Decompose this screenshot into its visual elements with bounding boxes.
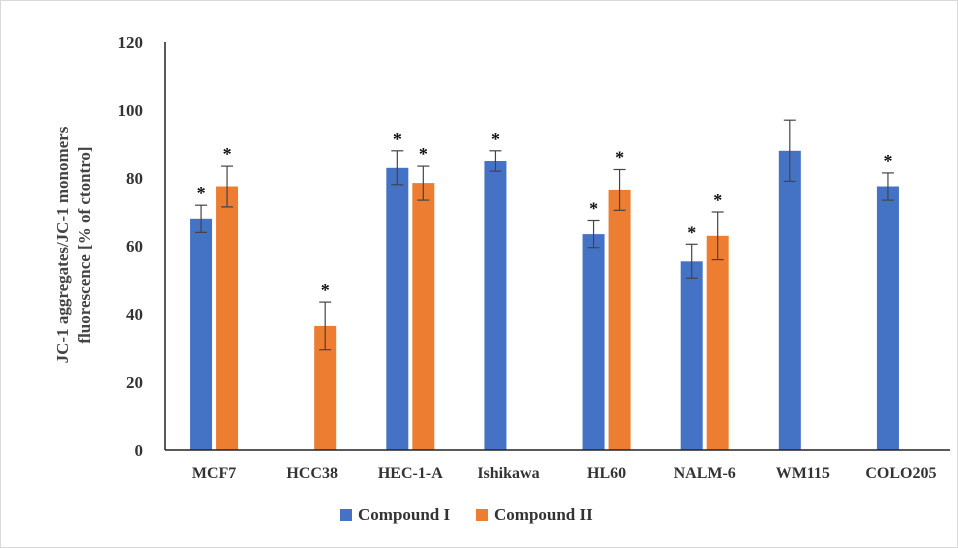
error-bar-compound-i-nalm-6	[685, 243, 698, 279]
bar-compound-i-mcf7	[190, 218, 213, 450]
bar-compound-i-hl60	[582, 234, 605, 450]
error-bar-compound-i-ishikawa	[489, 150, 502, 172]
error-bar-compound-ii-nalm-6	[711, 211, 724, 261]
y-tick-label-20: 20	[126, 373, 143, 392]
bar-compound-i-ishikawa	[484, 161, 507, 450]
bar-compound-i-wm115	[778, 150, 801, 451]
y-tick-label-60: 60	[126, 237, 143, 256]
significance-marker-compound-i-mcf7: *	[197, 183, 206, 203]
x-category-label-hl60: HL60	[587, 465, 626, 482]
y-axis-label: JC-1 aggregates/JC-1 monomers fluorescen…	[53, 126, 94, 363]
bar-compound-i-nalm-6	[680, 261, 703, 450]
y-axis-label-line-2: fluorescence [% of ctontro]	[75, 146, 94, 343]
y-axis-ticks: 0 20 40 60 80 100 120	[118, 33, 144, 460]
error-bar-compound-i-hl60	[587, 219, 600, 249]
bar-compound-ii-hl60	[608, 189, 631, 450]
significance-markers: * * * * * * * * * * *	[197, 129, 893, 300]
x-category-label-hec-1-a: HEC-1-A	[378, 465, 443, 482]
error-bar-compound-i-mcf7	[195, 204, 208, 233]
error-bar-compound-ii-hcc38	[319, 301, 332, 351]
y-tick-label-0: 0	[135, 441, 144, 460]
bar-compound-ii-hec-1-a	[412, 183, 435, 450]
significance-marker-compound-i-ishikawa: *	[491, 129, 500, 149]
y-axis-label-line-1: JC-1 aggregates/JC-1 monomers	[53, 126, 72, 363]
bar-compound-i-colo205	[876, 186, 899, 450]
x-category-label-mcf7: MCF7	[192, 465, 236, 482]
bar-compound-ii-mcf7	[216, 186, 239, 450]
x-category-label-colo205: COLO205	[865, 465, 936, 482]
y-tick-label-40: 40	[126, 305, 143, 324]
x-axis-category-labels: MCF7 HCC38 HEC-1-A Ishikawa HL60 NALM-6 WM115 C…	[192, 465, 937, 482]
significance-marker-compound-ii-nalm-6: *	[713, 190, 722, 210]
legend-label-compound-i: Compound I	[358, 505, 451, 524]
significance-marker-compound-i-nalm-6: *	[687, 222, 696, 242]
bar-compound-ii-nalm-6	[706, 235, 729, 450]
y-tick-label-120: 120	[118, 33, 144, 52]
significance-marker-compound-ii-hcc38: *	[321, 280, 330, 300]
legend-label-compound-ii: Compound II	[494, 505, 593, 524]
significance-marker-compound-i-hec-1-a: *	[393, 129, 402, 149]
significance-marker-compound-ii-hec-1-a: *	[419, 144, 428, 164]
error-bar-compound-ii-hl60	[613, 168, 626, 211]
significance-marker-compound-ii-mcf7: *	[223, 144, 232, 164]
legend-swatch-compound-ii	[476, 509, 488, 521]
error-bar-compound-i-hec-1-a	[391, 150, 404, 186]
x-category-label-wm115: WM115	[776, 465, 830, 482]
significance-marker-compound-i-hl60: *	[589, 199, 598, 219]
y-tick-label-100: 100	[118, 101, 144, 120]
significance-marker-compound-ii-hl60: *	[615, 148, 624, 168]
bars	[190, 150, 899, 451]
x-category-label-nalm-6: NALM-6	[674, 465, 736, 482]
legend: Compound I Compound II	[340, 505, 593, 524]
error-bar-compound-i-colo205	[881, 172, 894, 201]
x-category-label-hcc38: HCC38	[286, 465, 338, 482]
error-bar-compound-ii-hec-1-a	[417, 165, 430, 201]
bar-compound-ii-hcc38	[314, 325, 337, 450]
bar-compound-i-hec-1-a	[386, 167, 409, 451]
legend-swatch-compound-i	[340, 509, 352, 521]
y-tick-label-80: 80	[126, 169, 143, 188]
significance-marker-compound-i-colo205: *	[883, 151, 892, 171]
x-category-label-ishikawa: Ishikawa	[477, 465, 539, 482]
error-bar-compound-ii-mcf7	[221, 165, 234, 208]
error-bar-compound-i-wm115	[783, 119, 796, 182]
error-bars	[195, 119, 894, 351]
